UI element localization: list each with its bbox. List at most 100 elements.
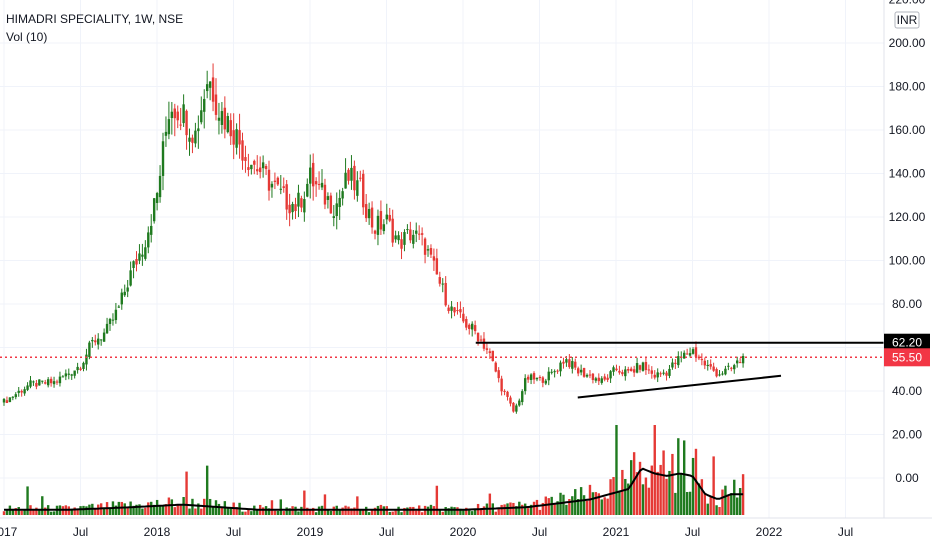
- x-tick-label: Jul: [532, 525, 547, 539]
- candle: [132, 261, 135, 268]
- candle: [223, 107, 227, 130]
- volume-bar: [515, 506, 518, 515]
- candle: [491, 350, 494, 362]
- candle: [335, 203, 338, 217]
- candle: [376, 215, 380, 235]
- candle: [447, 307, 450, 312]
- candle: [135, 258, 138, 265]
- volume-bar: [724, 485, 727, 515]
- candle: [550, 371, 553, 373]
- volume-bar: [5, 510, 9, 515]
- resistance-price-label: 62.20: [892, 336, 922, 350]
- candle: [155, 193, 159, 203]
- volume-bar: [712, 456, 715, 515]
- volume-bar: [179, 504, 182, 515]
- candle: [459, 309, 462, 313]
- candle: [512, 402, 515, 412]
- volume-bar: [668, 470, 671, 515]
- volume-bar: [76, 509, 79, 515]
- candle: [532, 373, 536, 380]
- candle: [5, 400, 9, 403]
- candle: [97, 338, 100, 345]
- volume-bar: [674, 492, 677, 515]
- candle: [450, 306, 453, 311]
- volume-bar: [158, 505, 162, 515]
- x-tick-label: Jul: [685, 525, 700, 539]
- volume-bar: [282, 511, 285, 515]
- candle: [541, 377, 545, 383]
- candle: [229, 120, 232, 137]
- volume-bar: [594, 492, 598, 515]
- candle: [688, 353, 692, 356]
- candle: [629, 368, 633, 372]
- candle: [306, 183, 309, 197]
- candle: [197, 128, 200, 132]
- candle: [668, 368, 671, 376]
- candle: [203, 98, 206, 112]
- volume-bar: [735, 497, 739, 515]
- candle: [326, 196, 330, 200]
- y-tick-label: 80.00: [892, 297, 922, 311]
- candle: [288, 204, 291, 214]
- y-tick-label: 220.00: [889, 0, 926, 7]
- volume-bar: [571, 496, 574, 515]
- candle: [682, 352, 686, 359]
- volume-bar: [38, 509, 41, 515]
- volume-bar: [155, 499, 159, 515]
- candle: [267, 169, 271, 191]
- support-trendline[interactable]: [577, 374, 782, 399]
- currency-label: INR: [897, 13, 918, 27]
- candle: [730, 367, 733, 369]
- candle: [388, 214, 391, 221]
- x-tick-label: 2022: [756, 525, 783, 539]
- volume-bar: [621, 469, 624, 515]
- candle: [91, 339, 94, 342]
- volume-bar: [547, 498, 550, 515]
- candle: [568, 359, 571, 368]
- candle: [99, 339, 103, 341]
- candle: [647, 369, 651, 371]
- volume-bar: [332, 506, 335, 515]
- candle: [232, 130, 235, 145]
- volume-bar: [465, 507, 468, 515]
- candle: [735, 360, 739, 364]
- candle: [170, 111, 174, 119]
- candle: [432, 256, 436, 261]
- volume-bar: [618, 490, 621, 515]
- volume-bar: [420, 512, 424, 515]
- volume-bar: [217, 503, 221, 515]
- volume-bar: [609, 479, 612, 515]
- volume-bar: [644, 477, 648, 515]
- candle: [538, 377, 542, 379]
- candle: [462, 313, 465, 322]
- candle: [417, 233, 421, 235]
- candle: [497, 370, 500, 379]
- candle: [488, 351, 492, 354]
- candle: [635, 363, 639, 373]
- candle: [188, 137, 191, 142]
- volume-bar: [576, 499, 580, 515]
- candle: [547, 371, 550, 381]
- y-tick-label: 160.00: [889, 123, 926, 137]
- candle: [67, 373, 70, 375]
- volume-bar: [211, 506, 215, 515]
- volume-bar: [270, 500, 274, 515]
- candle: [200, 110, 203, 123]
- candle: [674, 362, 677, 364]
- volume-bar: [415, 510, 418, 515]
- candles: [2, 63, 745, 414]
- candle: [138, 253, 141, 261]
- candle: [565, 359, 568, 363]
- candle: [20, 390, 23, 393]
- candle: [526, 376, 530, 380]
- candle: [582, 367, 586, 377]
- candle: [420, 233, 424, 235]
- volume-bar: [82, 505, 85, 515]
- candle: [506, 391, 509, 397]
- volume-bar: [152, 504, 156, 515]
- volume-bar: [294, 506, 297, 515]
- candle: [291, 203, 294, 213]
- candle: [379, 211, 383, 230]
